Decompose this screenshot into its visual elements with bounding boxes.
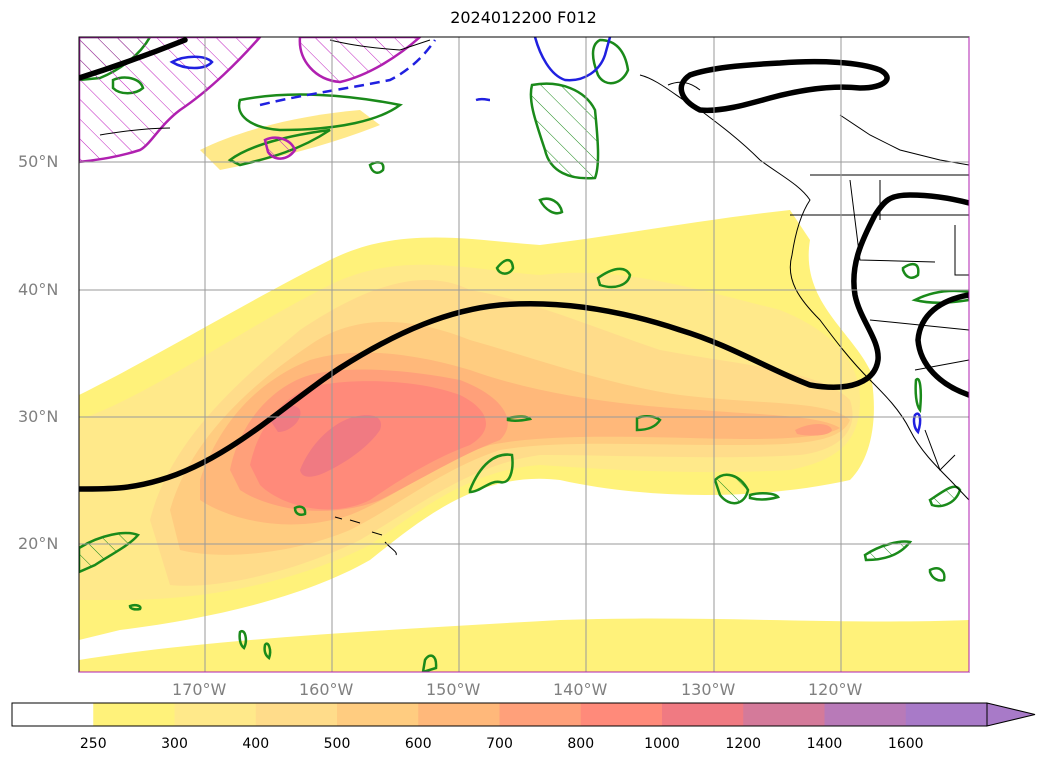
colorbar-segment bbox=[337, 703, 419, 726]
colorbar-outline bbox=[11, 702, 987, 727]
colorbar-segment bbox=[499, 703, 582, 726]
coastlines bbox=[99, 39, 969, 556]
colorbar-tick-label: 1600 bbox=[887, 736, 924, 752]
ivt-shading bbox=[79, 110, 969, 672]
colorbar-segment bbox=[174, 703, 257, 726]
colorbar-segment bbox=[743, 703, 825, 726]
colorbar-segment bbox=[824, 703, 907, 726]
colorbar-segment bbox=[905, 703, 988, 726]
main-black-contour bbox=[79, 192, 969, 492]
colorbar bbox=[11, 702, 1036, 727]
colorbar-extension bbox=[986, 702, 1036, 727]
colorbar-segment bbox=[662, 703, 744, 726]
colorbar-segment bbox=[418, 703, 500, 726]
map-title: 2024012200 F012 bbox=[450, 8, 597, 27]
lon-label-130w: 130°W bbox=[681, 680, 736, 699]
lon-label-150w: 150°W bbox=[426, 680, 481, 699]
colorbar-tick-label: 700 bbox=[486, 736, 513, 752]
colorbar-tick-label: 1400 bbox=[806, 736, 843, 752]
lon-label-120w: 120°W bbox=[808, 680, 863, 699]
se-black-contour bbox=[915, 292, 969, 398]
colorbar-tick-label: 800 bbox=[567, 736, 595, 752]
colorbar-tick-label: 1000 bbox=[644, 736, 680, 752]
lat-label-30: 30°N bbox=[18, 407, 59, 426]
colorbar-tick-label: 600 bbox=[404, 736, 432, 752]
lon-label-140w: 140°W bbox=[553, 680, 608, 699]
lon-label-160w: 160°W bbox=[299, 680, 354, 699]
lat-label-50: 50°N bbox=[18, 152, 59, 171]
colorbar-tick-label: 400 bbox=[242, 736, 270, 752]
lat-label-40: 40°N bbox=[18, 280, 59, 299]
pnw-black-contour bbox=[678, 58, 890, 114]
colorbar-segment bbox=[255, 703, 338, 726]
colorbar-tick-label: 250 bbox=[79, 736, 107, 752]
magenta-hatched-contours bbox=[79, 37, 422, 164]
lat-label-20: 20°N bbox=[18, 534, 59, 553]
graticule bbox=[79, 37, 969, 672]
colorbar-segment bbox=[580, 703, 663, 726]
colorbar-tick-label: 1200 bbox=[725, 736, 762, 752]
lon-label-170w: 170°W bbox=[172, 680, 227, 699]
blue-contours bbox=[169, 37, 922, 435]
colorbar-segment bbox=[93, 703, 175, 726]
colorbar-segment bbox=[12, 703, 94, 726]
black-contours bbox=[79, 37, 969, 492]
colorbar-tick-label: 500 bbox=[323, 736, 351, 752]
green-contours bbox=[111, 38, 969, 672]
colorbar-tick-label: 300 bbox=[161, 736, 188, 752]
northern-black-contour bbox=[79, 37, 188, 81]
